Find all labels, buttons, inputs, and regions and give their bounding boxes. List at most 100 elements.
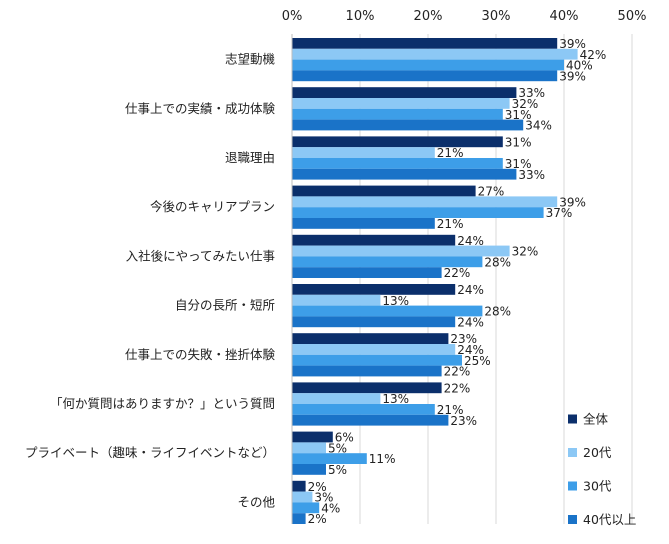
value-label: 42% [580, 48, 607, 62]
value-label: 33% [518, 86, 545, 100]
bar [292, 70, 558, 82]
category-label: 退職理由 [225, 150, 275, 165]
bar [292, 431, 333, 443]
bar [292, 48, 578, 60]
legend-swatch [568, 481, 577, 491]
bar [292, 196, 558, 208]
bar [292, 442, 326, 454]
value-label: 31% [505, 157, 532, 171]
value-label: 31% [505, 135, 532, 149]
category-label: 自分の長所・短所 [175, 298, 275, 313]
value-label: 13% [382, 294, 409, 308]
value-label: 11% [369, 452, 396, 466]
value-label: 28% [484, 305, 511, 319]
bar [292, 98, 510, 109]
value-label: 21% [437, 403, 464, 417]
value-label: 5% [328, 441, 347, 455]
legend-swatch [568, 448, 577, 457]
x-tick-label: 10% [346, 9, 375, 24]
value-label: 22% [444, 266, 471, 280]
legend-label: 40代以上 [583, 512, 636, 527]
x-tick-label: 50% [618, 9, 647, 24]
value-label: 23% [450, 414, 477, 428]
bar [292, 414, 449, 426]
bar [292, 234, 456, 246]
value-label: 2% [308, 512, 327, 526]
bar [292, 491, 313, 503]
category-label: その他 [237, 494, 275, 509]
bar [292, 185, 476, 197]
category-label: 入社後にやってみたい仕事 [126, 248, 275, 263]
bar [292, 59, 564, 71]
value-label: 22% [444, 365, 471, 379]
value-label: 6% [335, 431, 354, 445]
value-label: 2% [308, 480, 327, 494]
bar [292, 207, 544, 218]
bar [292, 513, 306, 524]
legend-label: 全体 [583, 412, 609, 427]
bar [292, 108, 503, 120]
bar [292, 305, 483, 317]
value-label: 23% [450, 332, 477, 346]
legend-label: 30代 [583, 479, 612, 494]
value-label: 39% [559, 69, 586, 83]
category-label: プライベート（趣味・ライフイベントなど） [25, 445, 275, 460]
value-label: 39% [559, 37, 586, 51]
x-tick-label: 30% [482, 9, 511, 24]
bar [292, 333, 449, 344]
bar [292, 502, 320, 514]
bar [292, 136, 503, 148]
bars [292, 38, 578, 524]
value-label: 25% [464, 354, 491, 368]
value-label: 4% [321, 501, 340, 515]
bar [292, 218, 435, 229]
bar [292, 87, 517, 98]
value-label: 21% [437, 217, 464, 231]
x-tick-label: 40% [550, 9, 579, 24]
bar [292, 294, 381, 306]
bar [292, 393, 381, 404]
bar [292, 38, 558, 49]
legend-swatch [568, 515, 577, 524]
value-label: 13% [382, 392, 409, 406]
value-label: 33% [518, 168, 545, 182]
value-label: 24% [457, 315, 484, 329]
bar [292, 256, 483, 268]
category-label: 仕事上での実績・成功体験 [125, 101, 276, 116]
x-tick-label: 0% [282, 9, 303, 24]
bar [292, 382, 442, 394]
value-label: 21% [437, 146, 464, 160]
legend: 全体 20代 30代 40代以上 [568, 412, 636, 527]
bar [292, 316, 456, 328]
legend-label: 20代 [583, 445, 612, 460]
value-label: 34% [525, 119, 552, 133]
bar [292, 168, 517, 180]
bar [292, 480, 306, 492]
bar [292, 147, 435, 158]
x-axis-ticks: 0% 10% 20% 30% 40% 50% [282, 9, 647, 24]
value-label: 31% [505, 108, 532, 122]
category-label: 「何か質問はありますか？」という質問 [50, 396, 275, 411]
value-label: 39% [559, 195, 586, 209]
bar [292, 284, 456, 295]
value-label: 28% [484, 255, 511, 269]
value-label: 24% [457, 234, 484, 248]
category-label: 今後のキャリアプラン [150, 199, 275, 214]
bar [292, 344, 456, 355]
bar [292, 365, 442, 377]
bar [292, 453, 367, 464]
bar [292, 158, 503, 169]
value-label: 3% [314, 491, 333, 505]
value-label: 5% [328, 463, 347, 477]
value-label: 32% [512, 97, 539, 111]
value-label: 40% [566, 59, 593, 73]
value-label: 37% [546, 206, 573, 220]
bar [292, 404, 435, 415]
bar [292, 245, 510, 257]
x-tick-label: 20% [414, 9, 443, 24]
value-label: 22% [444, 381, 471, 395]
value-label: 24% [457, 283, 484, 297]
bar [292, 464, 326, 475]
value-label: 32% [512, 245, 539, 259]
